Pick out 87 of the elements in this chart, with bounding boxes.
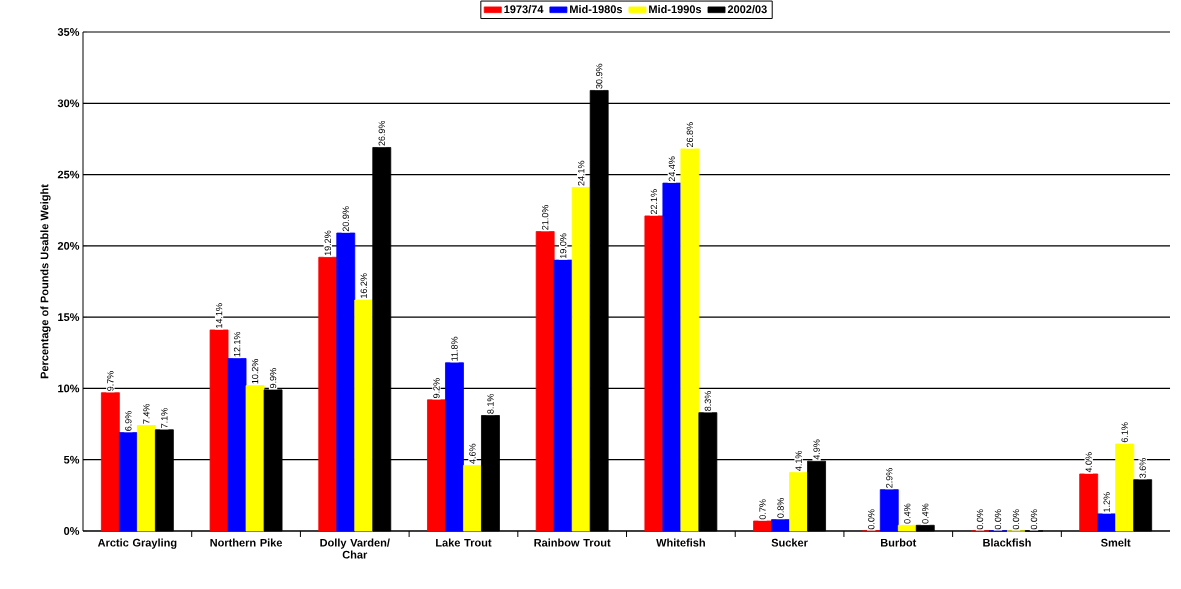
y-tick-label: 5%	[63, 455, 80, 464]
bar	[463, 465, 482, 532]
data-label: 19.2%	[324, 230, 331, 256]
bar	[571, 187, 591, 532]
data-label: 0.0%	[1030, 509, 1038, 530]
bar	[644, 215, 664, 532]
data-label: 22.1%	[650, 189, 658, 215]
legend-label: Mid-1990s	[649, 5, 702, 14]
y-tick-label: 15%	[58, 313, 80, 322]
x-tick-label: Smelt	[1101, 538, 1131, 547]
bar	[1079, 473, 1099, 532]
data-label: 0.0%	[868, 509, 875, 530]
bar	[879, 489, 899, 532]
data-label: 8.1%	[487, 393, 494, 414]
bar	[753, 520, 772, 532]
data-label: 21.0%	[541, 204, 549, 230]
y-tick-label: 0%	[64, 527, 80, 535]
data-label: 0.7%	[759, 499, 766, 520]
data-label: 4.6%	[469, 443, 476, 464]
bar	[445, 362, 464, 532]
bar	[336, 232, 356, 532]
x-tick-label: Whitefish	[656, 538, 705, 547]
x-tick-label: Northern Pike	[210, 538, 283, 547]
bar	[535, 231, 555, 532]
y-tick-label: 30%	[57, 99, 80, 108]
data-label: 9.2%	[433, 378, 440, 398]
data-label: 26.8%	[686, 122, 694, 148]
data-label: 3.6%	[1139, 458, 1146, 478]
data-label: 2.9%	[886, 468, 893, 488]
data-label: 0.0%	[976, 509, 984, 530]
bar	[245, 385, 265, 532]
x-tick-label: Blackfish	[983, 538, 1031, 547]
y-tick-label: 10%	[58, 384, 80, 393]
bar	[771, 519, 790, 532]
data-label: 11.8%	[451, 336, 458, 361]
bar	[680, 148, 700, 532]
legend-label: 2002/03	[727, 5, 767, 14]
y-tick-label: 25%	[57, 170, 80, 179]
bar	[354, 299, 374, 532]
data-label: 9.7%	[107, 371, 114, 391]
x-tick-label: Dolly Varden/ Char	[320, 538, 390, 559]
bar	[1115, 443, 1135, 532]
bar	[1097, 513, 1117, 532]
data-label: 20.9%	[342, 206, 349, 232]
data-label: 19.0%	[559, 233, 567, 259]
data-label: 0.8%	[777, 497, 784, 518]
legend-label: 1973/74	[504, 5, 544, 14]
data-label: 6.1%	[1121, 422, 1128, 443]
data-label: 0.0%	[1012, 509, 1020, 530]
x-tick-label: Sucker	[771, 538, 808, 547]
bar	[118, 432, 138, 532]
y-tick-label: 35%	[57, 28, 80, 36]
bar	[136, 425, 156, 532]
data-label: 4.0%	[1085, 452, 1092, 473]
bar	[100, 392, 120, 532]
data-label: 4.1%	[795, 450, 802, 471]
data-label: 10.2%	[251, 358, 259, 384]
bar	[318, 256, 338, 532]
data-label: 0.0%	[994, 509, 1002, 530]
data-label: 0.4%	[904, 503, 911, 524]
x-tick-label: Arctic Grayling	[97, 538, 177, 549]
y-axis-title: Percentage of Pounds Usable Weight	[40, 184, 51, 379]
bar	[553, 259, 573, 532]
data-label: 26.9%	[378, 120, 385, 146]
data-label: 24.4%	[668, 156, 676, 182]
data-label: 24.1%	[578, 160, 585, 186]
bar	[897, 524, 917, 532]
y-tick-label: 20%	[57, 241, 80, 250]
data-label: 7.1%	[161, 408, 168, 428]
data-label: 1.2%	[1103, 492, 1110, 512]
x-tick-label: Burbot	[880, 538, 917, 547]
data-label: 14.1%	[215, 303, 223, 328]
data-label: 30.9%	[595, 63, 603, 89]
x-tick-label: Lake Trout	[436, 538, 492, 547]
data-label: 12.1%	[233, 331, 241, 357]
bar	[789, 472, 808, 532]
data-label: 4.9%	[813, 439, 820, 460]
bar	[427, 399, 446, 532]
data-label: 8.3%	[704, 391, 712, 411]
data-label: 6.9%	[125, 411, 132, 431]
data-label: 16.2%	[360, 273, 367, 298]
data-label: 0.4%	[922, 503, 929, 524]
data-label: 9.9%	[269, 368, 277, 389]
legend-label: Mid-1980s	[570, 5, 623, 14]
x-tick-label: Rainbow Trout	[534, 538, 611, 547]
data-label: 7.4%	[143, 403, 150, 424]
bar	[227, 358, 247, 532]
